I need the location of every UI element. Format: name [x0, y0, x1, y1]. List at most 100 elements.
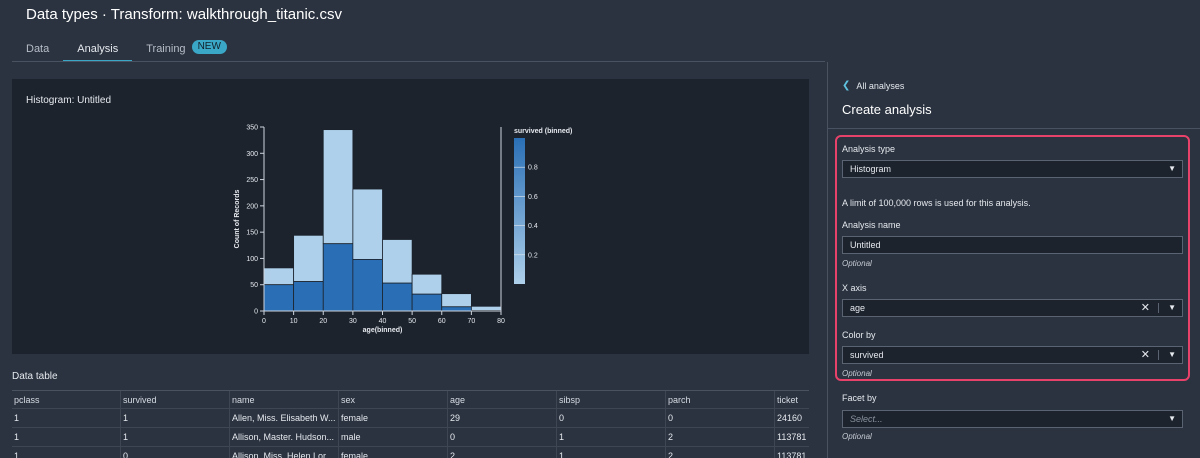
all-analyses-link[interactable]: ❮ All analyses — [842, 80, 904, 91]
color-by-label: Color by — [842, 330, 876, 340]
analysis-type-value: Histogram — [850, 164, 892, 174]
analysis-name-optional: Optional — [842, 259, 872, 268]
column-header[interactable]: sibsp — [557, 391, 666, 408]
bar-not-survived — [263, 267, 295, 286]
tabs-divider — [12, 61, 825, 62]
table-cell: 24160 — [777, 413, 803, 423]
analysis-name-label: Analysis name — [842, 220, 901, 230]
bar-survived — [293, 281, 324, 312]
facet-by-select[interactable]: Select... ▼ — [842, 410, 1183, 428]
x-axis-title: age(binned) — [363, 327, 403, 334]
new-badge: NEW — [191, 40, 227, 54]
color-by-value: survived — [850, 350, 884, 360]
table-cell: 113781 — [777, 432, 807, 442]
tab-data[interactable]: Data — [12, 40, 63, 62]
x-tick-label: 80 — [497, 318, 505, 325]
table-cell: 2 — [666, 447, 775, 458]
x-axis-value: age — [850, 303, 866, 313]
bar-survived — [441, 306, 472, 312]
select-divider — [1158, 303, 1159, 313]
table-cell: 2 — [666, 428, 775, 446]
x-tick-label: 50 — [408, 318, 416, 325]
caret-down-icon: ▼ — [1168, 414, 1176, 423]
table-cell: 1 — [121, 428, 230, 446]
table-cell: 1 — [557, 428, 666, 446]
legend-color-bar — [514, 138, 525, 284]
analysis-name-input[interactable]: Untitled — [842, 236, 1183, 254]
table-cell: 1 — [12, 428, 121, 446]
highlight-box — [835, 135, 1190, 381]
panel-title: Create analysis — [842, 102, 932, 117]
bar-survived — [411, 293, 443, 312]
clear-icon[interactable]: ✕ — [1140, 302, 1150, 314]
x-axis-select[interactable]: age ✕ ▼ — [842, 299, 1183, 317]
table-cell: 1 — [121, 409, 230, 427]
chevron-left-icon: ❮ — [842, 80, 851, 91]
facet-by-optional: Optional — [842, 432, 872, 441]
x-tick-label: 0 — [262, 318, 266, 325]
bar-survived — [382, 282, 413, 312]
table-cell: Allison, Miss. Helen Lor... — [230, 447, 339, 458]
table-row: 1 1 Allison, Master. Hudson... male 0 1 … — [12, 428, 809, 447]
y-axis-title: Count of Records — [234, 190, 241, 249]
table-cell: 0 — [121, 447, 230, 458]
bar-not-survived — [470, 305, 502, 311]
bar-not-survived — [382, 239, 413, 284]
tab-training-label: Training — [146, 43, 186, 55]
legend-title: survived (binned) — [514, 128, 572, 135]
facet-by-placeholder: Select... — [850, 414, 883, 424]
table-cell: 1 — [12, 447, 121, 458]
color-by-select[interactable]: survived ✕ ▼ — [842, 346, 1183, 364]
column-header[interactable]: ticket — [777, 395, 799, 405]
all-analyses-label: All analyses — [856, 80, 905, 91]
caret-down-icon: ▼ — [1168, 350, 1176, 359]
bar-not-survived — [411, 273, 443, 295]
bar-not-survived — [293, 234, 324, 282]
caret-down-icon: ▼ — [1168, 303, 1176, 312]
tab-analysis[interactable]: Analysis — [63, 40, 133, 62]
x-tick-label: 30 — [349, 318, 357, 325]
y-tick-label: 250 — [246, 177, 258, 184]
y-tick-label: 300 — [246, 151, 258, 158]
facet-by-label: Facet by — [842, 393, 877, 403]
column-header[interactable]: survived — [121, 391, 230, 408]
x-axis-label: X axis — [842, 283, 867, 293]
x-tick-label: 60 — [438, 318, 446, 325]
tab-bar: Data Analysis Training NEW — [12, 40, 241, 62]
data-table: pclass survived name sex age sibsp parch… — [12, 390, 809, 458]
column-header[interactable]: sex — [339, 391, 448, 408]
table-cell: 1 — [12, 409, 121, 427]
table-cell: female — [339, 409, 448, 427]
column-header[interactable]: age — [448, 391, 557, 408]
analysis-type-label: Analysis type — [842, 144, 896, 154]
bar-not-survived — [352, 188, 383, 260]
legend-tick-label: 0.8 — [528, 165, 538, 172]
tab-analysis-label: Analysis — [77, 43, 119, 55]
y-tick-label: 150 — [246, 230, 258, 237]
limit-note: A limit of 100,000 rows is used for this… — [842, 198, 1031, 208]
y-tick-label: 200 — [246, 203, 258, 210]
create-analysis-panel: ❮ All analyses Create analysis Analysis … — [827, 62, 1200, 458]
bar-survived — [352, 259, 383, 312]
table-cell: 0 — [557, 409, 666, 427]
x-tick-label: 40 — [379, 318, 387, 325]
data-table-title: Data table — [12, 371, 58, 382]
panel-divider — [828, 128, 1200, 129]
table-header-row: pclass survived name sex age sibsp parch… — [12, 390, 809, 409]
column-header[interactable]: pclass — [12, 391, 121, 408]
x-tick-label: 10 — [290, 318, 298, 325]
y-tick-label: 0 — [254, 309, 258, 316]
clear-icon[interactable]: ✕ — [1140, 349, 1150, 361]
select-divider — [1158, 350, 1159, 360]
chart-title: Histogram: Untitled — [26, 95, 112, 106]
chart-card: Histogram: Untitled 0 50 100 150 200 250 300 35… — [12, 79, 809, 354]
table-row: 1 1 Allen, Miss. Elisabeth W... female 2… — [12, 409, 809, 428]
tab-training[interactable]: Training NEW — [132, 40, 241, 62]
color-by-optional: Optional — [842, 369, 872, 378]
column-header[interactable]: name — [230, 391, 339, 408]
column-header[interactable]: parch — [666, 391, 775, 408]
table-cell: 1 — [557, 447, 666, 458]
table-cell: 0 — [448, 428, 557, 446]
analysis-type-select[interactable]: Histogram ▼ — [842, 160, 1183, 178]
legend-tick-label: 0.2 — [528, 252, 538, 259]
